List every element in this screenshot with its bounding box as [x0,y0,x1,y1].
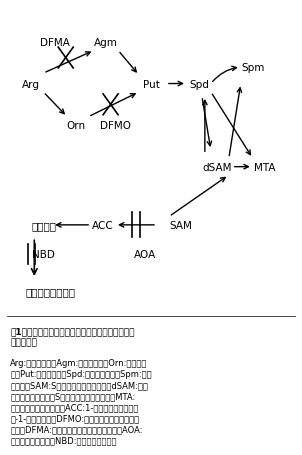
Text: DFMO: DFMO [100,121,130,131]
Text: AOA: AOA [134,249,156,259]
Text: Agm: Agm [94,38,118,48]
Text: Spd: Spd [189,79,209,89]
Text: MTA: MTA [254,162,275,172]
Text: Spm: Spm [241,63,265,73]
Text: dSAM: dSAM [202,162,232,172]
Text: Orn: Orn [67,121,86,131]
Text: エチレン: エチレン [31,220,56,230]
Text: Put: Put [143,79,159,89]
Text: Arg: Arg [22,79,40,89]
Text: ACC: ACC [92,220,114,230]
Text: NBD: NBD [32,249,55,259]
Text: SAM: SAM [169,220,192,230]
Text: 図1．ポリアミンとエチレンの代謝図および阻害剤
の作用部位: 図1．ポリアミンとエチレンの代謝図および阻害剤 の作用部位 [10,327,135,346]
Text: Arg:アルギニン、Agm:アグマチン、Orn:オルニチ
ン、Put:プトレシン、Spd:スペルミジン、Spm:スペ
ルミン、SAM:Sアデノシルメチオニン、d: Arg:アルギニン、Agm:アグマチン、Orn:オルニチ ン、Put:プトレシン… [10,358,152,445]
Text: エチレン作用部位: エチレン作用部位 [25,287,75,297]
Text: DFMA: DFMA [40,38,70,48]
